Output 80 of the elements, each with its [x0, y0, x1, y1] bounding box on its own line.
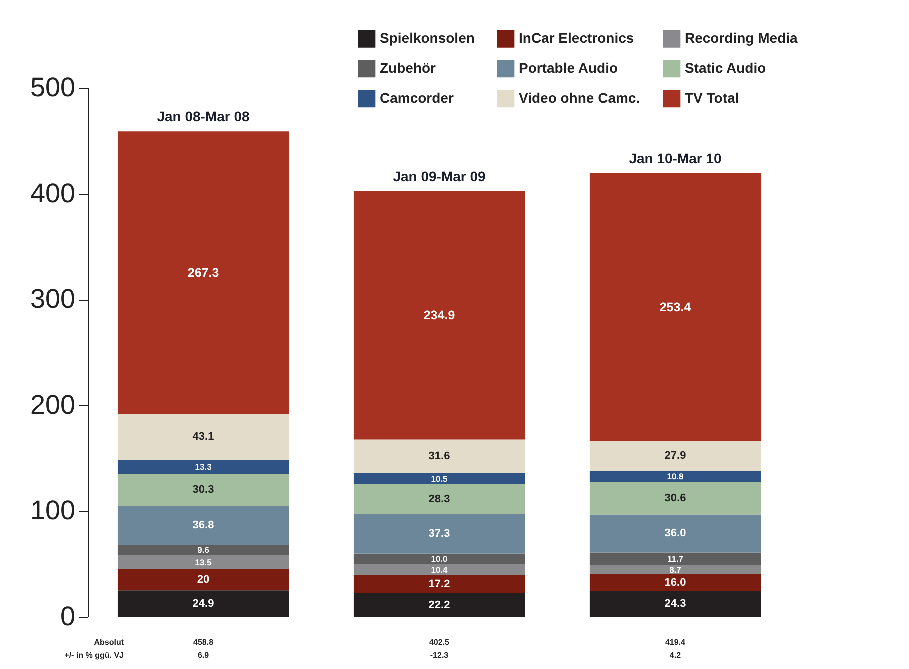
data-label: 13.5 — [195, 557, 212, 568]
legend-label: Spielkonsolen — [380, 30, 475, 46]
bar — [118, 414, 290, 460]
bar — [118, 506, 290, 546]
bar — [118, 132, 290, 414]
bar — [354, 473, 526, 484]
bar — [354, 554, 526, 564]
y-tick-label: 200 — [30, 390, 76, 420]
y-tick-label: 500 — [30, 72, 76, 102]
y-tick-label: 300 — [30, 284, 76, 314]
data-label: 16.0 — [664, 576, 686, 589]
data-label: 13.3 — [195, 462, 212, 472]
bar — [590, 565, 762, 574]
data-label: 267.3 — [188, 266, 220, 280]
x-tick-label: Jan 10-Mar 10 — [629, 150, 722, 166]
data-label: 10.5 — [431, 474, 448, 484]
data-label: 30.3 — [192, 484, 214, 496]
bar — [590, 441, 762, 471]
data-label: 10.8 — [667, 472, 684, 482]
bar — [590, 591, 762, 617]
data-label: 24.3 — [664, 598, 686, 610]
data-label: 28.3 — [428, 493, 450, 506]
bar — [118, 569, 290, 591]
bar — [118, 460, 290, 474]
legend-label: Camcorder — [380, 90, 454, 106]
data-label: 22.2 — [428, 599, 450, 612]
text: 6.9 — [198, 651, 210, 660]
y-tick-label: 100 — [30, 496, 76, 526]
bar — [590, 574, 762, 592]
data-label: 9.6 — [198, 545, 210, 556]
x-tick-label: Jan 09-Mar 09 — [393, 168, 486, 184]
bar — [354, 514, 526, 554]
data-label: 10.4 — [431, 564, 448, 575]
bar — [118, 555, 290, 570]
legend-label: InCar Electronics — [519, 30, 634, 46]
bar — [354, 575, 526, 594]
data-label: 36.8 — [192, 520, 214, 532]
bar — [354, 594, 526, 617]
data-label: 36.0 — [664, 528, 686, 540]
text: 4.2 — [670, 651, 682, 660]
legend-label: Video ohne Camc. — [519, 90, 640, 106]
y-tick-label: 0 — [60, 602, 76, 632]
data-label: 234.9 — [424, 308, 456, 323]
total-label: 458.8 — [194, 638, 214, 647]
bar — [354, 191, 526, 440]
legend-label: Zubehör — [380, 60, 437, 76]
legend-label: TV Total — [685, 90, 740, 106]
data-label: 30.6 — [664, 492, 686, 505]
bar — [354, 564, 526, 576]
total-label: 402.5 — [429, 638, 450, 647]
data-label: 10.0 — [431, 554, 448, 564]
text: Absolut — [94, 638, 124, 647]
x-tick-label: Jan 08-Mar 08 — [157, 108, 250, 125]
bar — [354, 440, 526, 474]
bar — [118, 474, 290, 506]
data-label: 17.2 — [428, 578, 450, 590]
data-label: 8.7 — [670, 564, 682, 575]
bar — [590, 482, 762, 515]
data-label: 37.3 — [428, 528, 450, 540]
bar — [590, 514, 762, 553]
y-tick-label: 400 — [30, 178, 76, 208]
text: +/- in % ggü. VJ — [64, 651, 124, 660]
data-label: 43.1 — [192, 431, 214, 444]
total-label: 419.4 — [665, 638, 686, 647]
bar — [118, 590, 290, 617]
data-label: 27.9 — [664, 450, 686, 462]
legend-label: Recording Media — [685, 30, 798, 46]
bar — [590, 173, 762, 442]
legend-label: Static Audio — [685, 60, 766, 76]
data-label: 253.4 — [660, 300, 692, 314]
data-label: 24.9 — [192, 598, 214, 610]
bar — [590, 470, 762, 482]
text: -12.3 — [430, 651, 450, 660]
data-label: 31.6 — [428, 450, 450, 462]
bar — [118, 545, 290, 556]
data-label: 11.7 — [667, 554, 684, 564]
data-label: 20 — [197, 574, 210, 586]
bar — [354, 484, 526, 514]
legend-label: Portable Audio — [519, 60, 618, 76]
bar — [590, 552, 762, 566]
